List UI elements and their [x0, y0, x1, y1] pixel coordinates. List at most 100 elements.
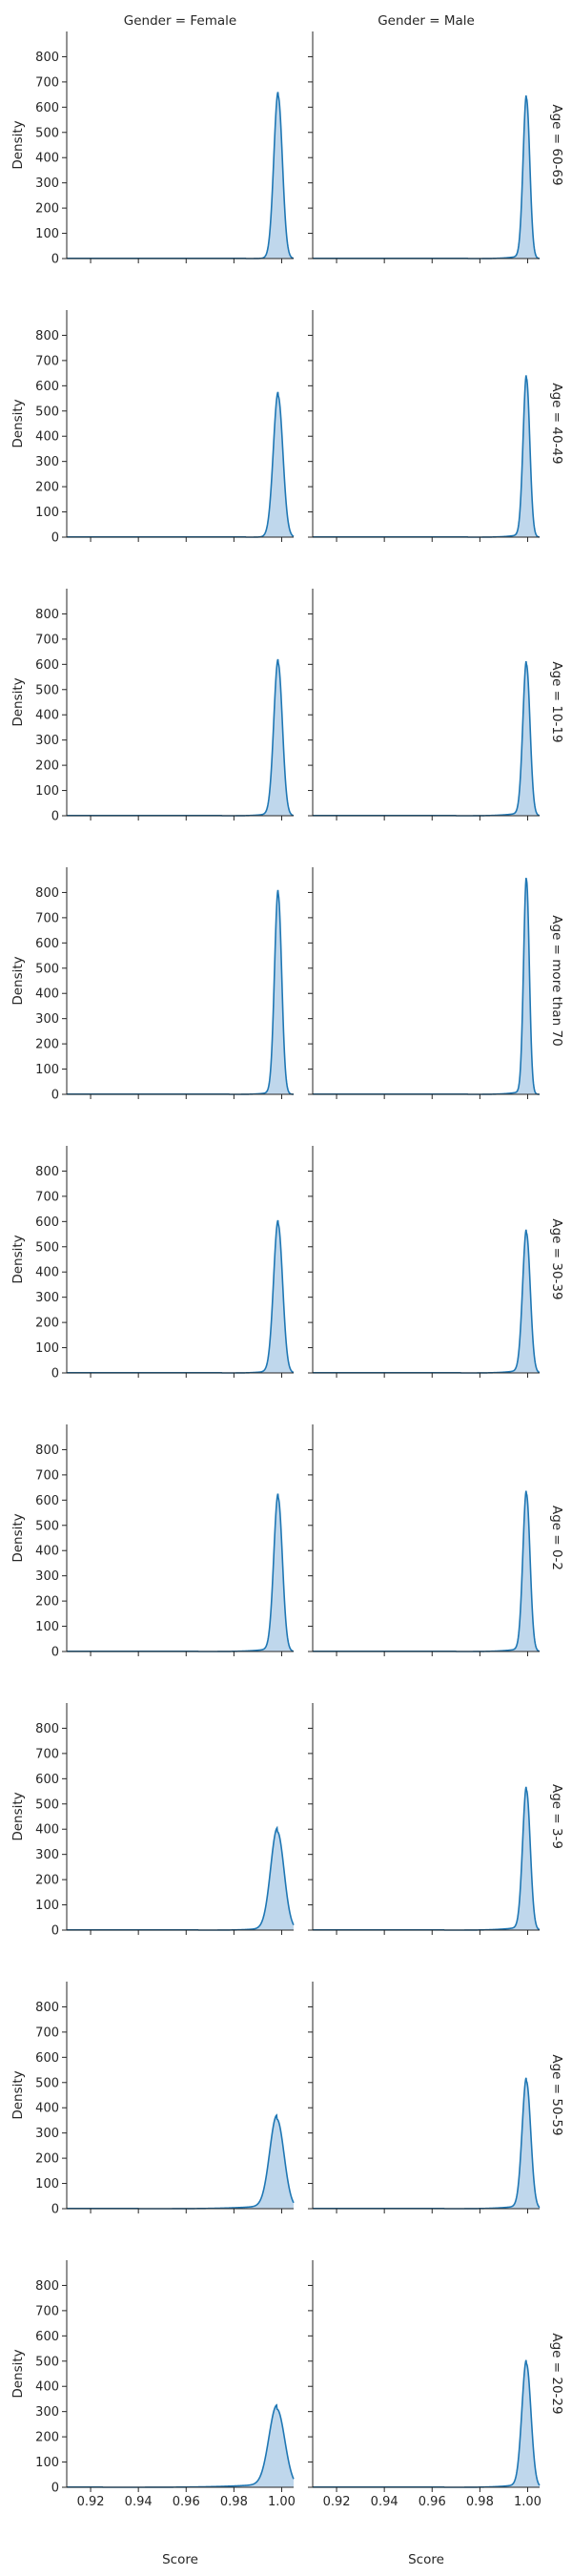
y-tick-label: 100: [35, 1063, 59, 1077]
y-tick-label: 800: [35, 1444, 59, 1458]
y-axis-label: Density: [10, 120, 26, 169]
y-tick-label: 300: [35, 1012, 59, 1027]
facet-panel-r3-c0: 0 100 200 300 400 500 600 700 800 Density: [10, 867, 295, 1103]
y-tick-label: 500: [35, 1240, 59, 1255]
y-tick-label: 800: [35, 886, 59, 901]
x-tick-label: 0.98: [466, 2495, 494, 2509]
facet-panel-r1-c1: Age = 40-49: [308, 310, 564, 542]
y-tick-label: 200: [35, 2152, 59, 2167]
y-tick-label: 100: [35, 2456, 59, 2470]
y-tick-label: 600: [35, 658, 59, 673]
density-fill: [313, 2359, 540, 2487]
density-line: [67, 2403, 295, 2488]
y-tick-label: 500: [35, 1797, 59, 1812]
y-tick-label: 500: [35, 405, 59, 419]
y-axis-label: Density: [10, 1792, 26, 1840]
row-title: Age = more than 70: [549, 915, 564, 1046]
y-tick-label: 300: [35, 1848, 59, 1862]
y-tick-label: 200: [35, 202, 59, 217]
density-line: [67, 1219, 295, 1374]
facet-panel-r2-c1: Age = 10-19: [308, 589, 564, 821]
y-tick-label: 700: [35, 1468, 59, 1483]
y-tick-label: 500: [35, 126, 59, 140]
density-fill: [313, 2077, 540, 2209]
x-tick-label: 0.96: [419, 2495, 446, 2509]
y-tick-label: 200: [35, 1038, 59, 1052]
y-tick-label: 800: [35, 1165, 59, 1179]
density-fill: [67, 2115, 294, 2209]
density-line: [67, 1493, 295, 1652]
y-tick-label: 100: [35, 784, 59, 799]
y-tick-label: 400: [35, 1266, 59, 1280]
y-tick-label: 200: [35, 2431, 59, 2445]
row-title: Age = 10-19: [549, 661, 564, 742]
density-fill: [313, 1229, 540, 1373]
density-fill: [313, 1786, 540, 1930]
x-tick-label: 0.92: [77, 2495, 105, 2509]
facet-panel-r4-c1: Age = 30-39: [308, 1146, 564, 1378]
y-tick-label: 100: [35, 1341, 59, 1356]
facet-panel-r7-c1: Age = 50-59: [308, 1982, 564, 2213]
y-tick-label: 100: [35, 227, 59, 241]
y-tick-label: 500: [35, 2076, 59, 2090]
row-title: Age = 50-59: [549, 2054, 564, 2135]
y-tick-label: 600: [35, 1494, 59, 1508]
y-tick-label: 600: [35, 937, 59, 951]
row-title: Age = 0-2: [549, 1506, 564, 1570]
y-tick-label: 200: [35, 1874, 59, 1888]
y-tick-label: 300: [35, 734, 59, 748]
facet-panel-r8-c0: 0.92 0.94 0.96 0.98 1.00 0 100 200 300 400 500 600 7…: [10, 2260, 296, 2509]
density-fill: [313, 1490, 540, 1652]
y-tick-label: 400: [35, 430, 59, 445]
row-title: Age = 40-49: [549, 383, 564, 464]
y-tick-label: 0: [51, 2482, 59, 2496]
facet-panel-r7-c0: 0 100 200 300 400 500 600 700 800 Density: [10, 1982, 295, 2217]
row-title: Age = 20-29: [549, 2333, 564, 2414]
y-axis-label: Density: [10, 2349, 26, 2398]
y-tick-label: 0: [51, 1367, 59, 1381]
y-tick-label: 200: [35, 759, 59, 774]
y-tick-label: 500: [35, 2355, 59, 2369]
y-tick-label: 600: [35, 2051, 59, 2066]
density-fill: [67, 889, 294, 1094]
density-fill: [313, 661, 540, 816]
density-line: [313, 375, 541, 538]
density-line: [67, 92, 295, 260]
y-axis-label: Density: [10, 399, 26, 447]
density-line: [313, 1786, 541, 1931]
y-tick-label: 200: [35, 1595, 59, 1610]
y-tick-label: 300: [35, 177, 59, 191]
y-tick-label: 300: [35, 455, 59, 469]
y-tick-label: 600: [35, 2330, 59, 2344]
density-line: [67, 391, 295, 538]
y-tick-label: 500: [35, 962, 59, 976]
y-tick-label: 800: [35, 608, 59, 622]
facet-panel-r5-c1: Age = 0-2: [308, 1424, 564, 1656]
density-fill: [67, 1219, 294, 1373]
y-tick-label: 600: [35, 380, 59, 394]
y-tick-label: 800: [35, 2279, 59, 2294]
facet-panel-r6-c0: 0 100 200 300 400 500 600 700 800 Density: [10, 1703, 295, 1939]
x-tick-label: 0.98: [220, 2495, 248, 2509]
facet-panel-r8-c1: 0.92 0.94 0.96 0.98 1.00 Age = 20-29: [308, 2260, 564, 2509]
facet-panel-r4-c0: 0 100 200 300 400 500 600 700 800 Density: [10, 1146, 295, 1381]
x-tick-label: 1.00: [514, 2495, 541, 2509]
density-line: [313, 878, 540, 1095]
col-title-male: Gender = Male: [378, 13, 475, 29]
density-line: [67, 658, 295, 817]
density-line: [313, 1490, 541, 1652]
y-tick-label: 600: [35, 1215, 59, 1230]
col-title-female: Gender = Female: [124, 13, 236, 29]
density-fill: [313, 375, 540, 537]
density-fill: [67, 1827, 294, 1930]
x-tick-label: 0.94: [125, 2495, 153, 2509]
density-fill: [313, 95, 540, 259]
y-tick-label: 700: [35, 75, 59, 90]
row-title: Age = 30-39: [549, 1218, 564, 1299]
y-axis-label: Density: [10, 956, 26, 1005]
y-tick-label: 800: [35, 1722, 59, 1736]
density-fill: [67, 92, 294, 259]
facet-panels: 0 100 200 300 400 500 600 700 800 Density Age = 60…: [10, 31, 564, 2509]
y-tick-label: 300: [35, 2405, 59, 2420]
y-tick-label: 200: [35, 1317, 59, 1331]
